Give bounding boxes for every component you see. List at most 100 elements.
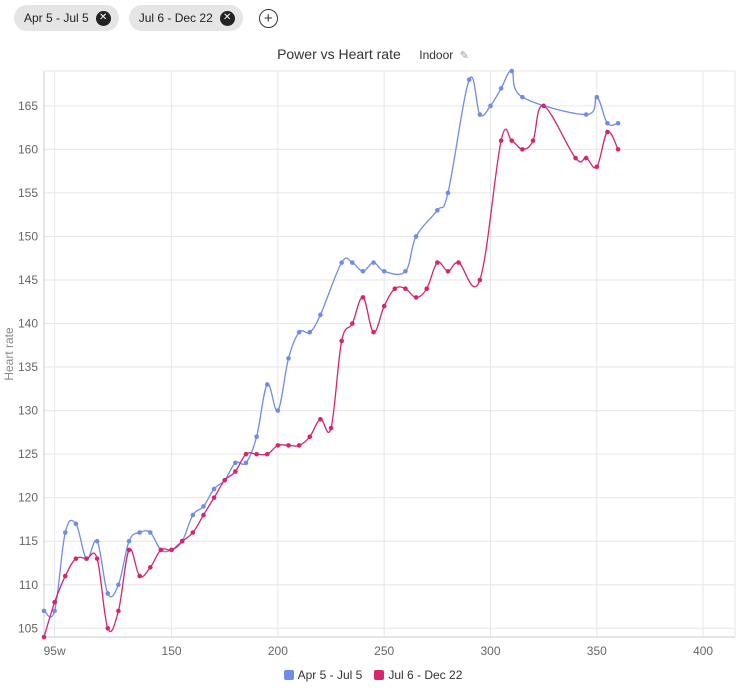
- y-tick-label: 130: [18, 404, 38, 418]
- data-point: [349, 260, 355, 265]
- data-point: [137, 530, 142, 535]
- data-point: [403, 268, 408, 274]
- x-tick-label: 300: [480, 644, 500, 658]
- data-point: [339, 338, 344, 344]
- legend-swatch: [374, 670, 385, 680]
- plus-circle-icon[interactable]: +: [258, 8, 278, 28]
- data-point: [498, 138, 504, 143]
- data-point: [445, 190, 451, 196]
- data-point: [520, 94, 525, 100]
- legend-item-series-1[interactable]: Apr 5 - Jul 5: [283, 668, 362, 682]
- data-point: [201, 504, 206, 509]
- data-point: [243, 451, 249, 457]
- data-point: [520, 147, 525, 152]
- data-point: [264, 451, 270, 457]
- data-point: [222, 477, 228, 483]
- y-tick-label: 155: [18, 186, 38, 200]
- data-point: [275, 408, 281, 413]
- data-point: [392, 286, 398, 291]
- data-point: [424, 286, 430, 291]
- data-point: [254, 451, 259, 457]
- chart-title: Power vs Heart rate: [277, 46, 401, 62]
- data-point: [477, 277, 483, 283]
- legend: Apr 5 - Jul 5 Jul 6 - Dec 22: [0, 668, 746, 682]
- data-point: [381, 303, 387, 309]
- data-point: [126, 547, 132, 553]
- data-point: [371, 260, 376, 265]
- data-point: [605, 129, 610, 135]
- data-point: [403, 286, 408, 291]
- data-point: [94, 556, 100, 561]
- data-point: [73, 521, 79, 527]
- data-point: [233, 469, 238, 474]
- y-axis-label: Heart rate: [2, 327, 16, 381]
- data-point: [466, 77, 472, 83]
- data-point: [594, 164, 600, 170]
- data-point: [307, 329, 313, 335]
- data-point: [509, 138, 515, 143]
- data-point: [116, 608, 121, 614]
- data-point: [488, 103, 493, 109]
- y-tick-label: 125: [18, 447, 38, 461]
- data-point: [541, 103, 546, 109]
- y-tick-label: 150: [18, 229, 38, 243]
- environment-badge[interactable]: Indoor: [419, 48, 454, 62]
- data-point: [73, 556, 79, 561]
- data-point: [605, 120, 610, 126]
- close-circle-icon[interactable]: ✕: [95, 10, 111, 26]
- data-point: [41, 608, 47, 614]
- data-point: [435, 208, 440, 213]
- data-point: [116, 582, 121, 588]
- series-line: [43, 70, 619, 618]
- data-point: [583, 155, 589, 161]
- data-point: [328, 425, 334, 431]
- data-point: [190, 512, 196, 518]
- data-point: [413, 295, 419, 300]
- data-point: [243, 460, 249, 466]
- date-range-chip-1[interactable]: Apr 5 - Jul 5 ✕: [14, 5, 119, 31]
- y-tick-label: 110: [19, 578, 38, 592]
- data-point: [201, 512, 206, 518]
- y-tick-label: 120: [18, 491, 38, 505]
- series-line: [43, 105, 619, 638]
- data-point: [137, 573, 142, 579]
- x-tick-label: 400: [693, 644, 713, 658]
- data-point: [318, 417, 323, 422]
- data-point: [62, 573, 68, 579]
- legend-item-series-2[interactable]: Jul 6 - Dec 22: [374, 668, 462, 682]
- data-point: [264, 382, 270, 387]
- data-point: [179, 538, 185, 544]
- y-tick-label: 105: [18, 621, 38, 635]
- data-point: [126, 538, 132, 544]
- close-circle-icon[interactable]: ✕: [219, 10, 235, 26]
- data-point: [615, 120, 621, 126]
- data-point: [211, 495, 217, 500]
- data-point: [158, 547, 164, 553]
- data-point: [84, 556, 89, 561]
- data-point: [477, 112, 483, 117]
- data-point: [318, 312, 323, 318]
- x-tick-label: 350: [587, 644, 607, 658]
- y-tick-label: 140: [18, 317, 38, 331]
- data-point: [211, 486, 217, 492]
- legend-label: Jul 6 - Dec 22: [388, 668, 463, 682]
- data-point: [573, 155, 578, 161]
- series-2: [41, 103, 621, 640]
- data-point: [286, 356, 291, 361]
- data-point: [105, 625, 111, 631]
- data-point: [509, 68, 515, 74]
- data-point: [381, 268, 387, 274]
- data-point: [594, 94, 600, 100]
- data-point: [371, 329, 376, 335]
- y-tick-label: 165: [18, 99, 38, 113]
- date-range-chip-2[interactable]: Jul 6 - Dec 22 ✕: [128, 5, 243, 31]
- data-point: [360, 268, 366, 274]
- data-point: [360, 295, 366, 300]
- data-point: [339, 260, 344, 265]
- data-point: [530, 138, 536, 143]
- pencil-icon[interactable]: ✎: [459, 50, 469, 62]
- x-tick-label: 200: [268, 644, 288, 658]
- data-point: [52, 599, 57, 605]
- y-tick-label: 135: [18, 360, 38, 374]
